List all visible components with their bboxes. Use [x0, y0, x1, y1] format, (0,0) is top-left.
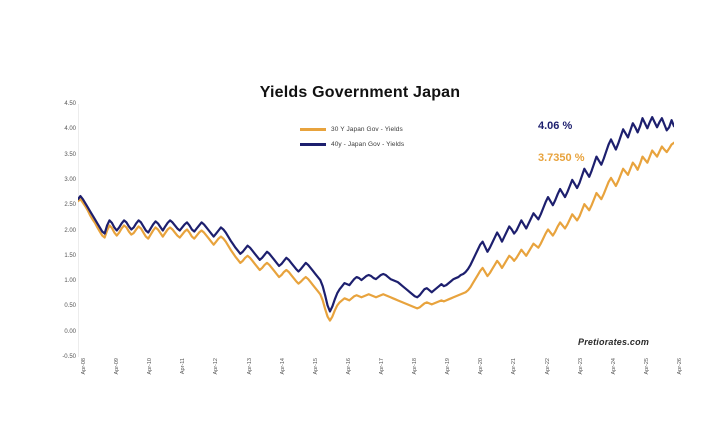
x-axis-tick-label: Apr-25 [643, 358, 650, 375]
x-axis-tick-label: Apr-18 [412, 358, 419, 375]
y-axis-tick-label: 3.50 [64, 151, 76, 158]
x-axis-tick-label: Apr-26 [677, 358, 683, 375]
x-axis-tick-label: Apr-11 [180, 358, 187, 375]
y-axis-tick-label: 1.50 [64, 252, 76, 259]
legend-label-40y: 40y - Japan Gov - Yields [331, 141, 405, 148]
y-axis-tick-label: 2.50 [64, 202, 76, 209]
legend-swatch-30y [300, 128, 326, 131]
page-title: Yields Government Japan [259, 84, 461, 101]
legend-label-30y: 30 Y Japan Gov - Yields [331, 126, 403, 133]
x-axis-tick-label: Apr-09 [114, 358, 121, 375]
y-axis-tick-label: 4.50 [64, 101, 76, 107]
x-axis-tick-label: Apr-13 [246, 358, 253, 375]
legend-item-30y: 30 Y Japan Gov - Yields [300, 122, 404, 137]
y-axis-tick-label: 3.00 [64, 176, 76, 183]
series-line [78, 141, 674, 322]
y-axis-tick-label: 4.00 [64, 126, 76, 133]
x-axis-tick-label: Apr-21 [511, 358, 518, 375]
x-axis-tick-label: Apr-23 [577, 358, 584, 375]
x-axis-tick-label: Apr-16 [345, 358, 352, 375]
watermark-pretiorates: Pretiorates.com [578, 337, 650, 347]
legend-swatch-40y [300, 143, 326, 146]
x-axis-tick-label: Apr-24 [610, 358, 617, 375]
x-axis-tick-label: Apr-10 [147, 358, 154, 375]
chart-legend: 30 Y Japan Gov - Yields 40y - Japan Gov … [300, 122, 404, 152]
value-readout-40y: 4.06 % [538, 120, 573, 132]
x-axis-tick-label: Apr-19 [445, 358, 452, 375]
x-axis-labels: Apr-08 Apr-09 Apr-10 Apr-11 Apr-12 Apr-13 Apr-… [0, 358, 720, 398]
x-axis-tick-label: Apr-22 [544, 358, 551, 375]
x-axis-tick-label: Apr-12 [213, 358, 220, 375]
legend-item-40y: 40y - Japan Gov - Yields [300, 137, 404, 152]
x-axis-tick-label: Apr-08 [81, 358, 87, 375]
plot-area [78, 104, 674, 357]
series-line [78, 116, 674, 313]
series-svg [78, 104, 674, 357]
y-axis-tick-label: 2.00 [64, 227, 76, 234]
y-axis-labels: 4.50 4.00 3.50 3.00 2.50 2.00 1.50 1.00 0.50 0.00… [46, 101, 76, 360]
y-axis-tick-label: 0.00 [64, 328, 76, 335]
x-axis-tick-label: Apr-15 [312, 358, 319, 375]
y-axis-tick-label: 0.50 [64, 303, 76, 310]
x-axis-tick-label: Apr-14 [279, 358, 286, 375]
x-axis-tick-label: Apr-20 [478, 358, 485, 375]
y-axis-tick-label: 1.00 [64, 278, 76, 285]
x-axis-tick-label: Apr-17 [379, 358, 385, 375]
y-axis-tick-label: -0.50 [62, 354, 76, 360]
value-readout-30y: 3.7350 % [538, 152, 585, 164]
